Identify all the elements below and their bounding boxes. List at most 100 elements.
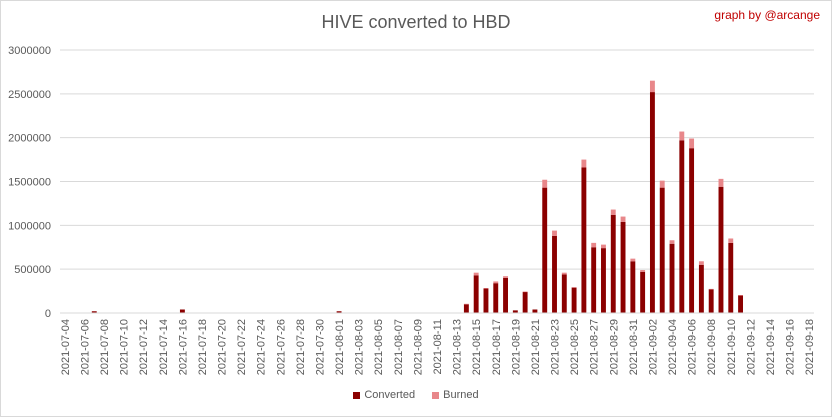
- x-tick-label: 2021-07-08: [99, 319, 111, 375]
- x-tick-label: 2021-09-10: [726, 319, 738, 375]
- x-tick-label: 2021-07-24: [256, 319, 268, 375]
- gridlines: [60, 49, 814, 270]
- chart-title: HIVE converted to HBD: [321, 12, 511, 32]
- x-tick-label: 2021-09-18: [804, 319, 816, 375]
- bar-converted-2021-08-15: [473, 275, 479, 313]
- x-tick-label: 2021-08-05: [373, 319, 385, 375]
- bar-converted-2021-08-22: [542, 187, 548, 313]
- bar-burned-2021-08-28: [601, 244, 606, 249]
- bar-burned-2021-09-05: [679, 131, 685, 141]
- bar-burned-2021-08-20: [522, 291, 528, 293]
- x-tick-label: 2021-07-14: [158, 319, 170, 375]
- x-tick-label: 2021-07-06: [79, 319, 91, 375]
- bar-converted-2021-09-01: [640, 271, 646, 313]
- bar-converted-2021-09-09: [718, 186, 724, 313]
- x-tick-label: 2021-08-19: [510, 319, 522, 375]
- bar-burned-2021-08-22: [542, 179, 548, 188]
- bar-converted-2021-08-31: [630, 261, 636, 313]
- bar-converted-2021-08-25: [571, 287, 577, 313]
- bar-converted-2021-08-20: [522, 291, 528, 313]
- bar-burned-2021-08-24: [561, 272, 567, 275]
- x-tick-label: 2021-08-21: [530, 319, 542, 375]
- bar-burned-2021-09-07: [698, 261, 704, 265]
- bar-converted-2021-08-27: [591, 247, 597, 313]
- bar-converted-2021-07-16: [179, 309, 185, 313]
- x-tick-label: 2021-09-06: [687, 319, 699, 375]
- bar-burned-2021-09-04: [669, 240, 675, 244]
- bar-converted-2021-09-06: [689, 148, 695, 313]
- bar-converted-2021-09-05: [679, 140, 685, 313]
- x-tick-label: 2021-07-10: [119, 319, 131, 375]
- chart-credit: graph by @arcange: [714, 8, 820, 22]
- bar-converted-2021-08-30: [620, 221, 626, 313]
- x-tick-label: 2021-07-28: [295, 319, 307, 375]
- legend: Converted Burned: [0, 389, 832, 401]
- y-tick-label: 3000000: [8, 45, 51, 57]
- x-tick-label: 2021-08-01: [334, 319, 346, 375]
- y-tick-label: 500000: [14, 264, 51, 276]
- x-tick-label: 2021-08-25: [569, 319, 581, 375]
- x-tick-label: 2021-08-29: [608, 319, 620, 375]
- bar-converted-2021-09-03: [659, 187, 665, 313]
- bar-burned-2021-08-16: [483, 288, 489, 289]
- bar-converted-2021-09-07: [698, 264, 704, 313]
- x-tick-label: 2021-07-04: [60, 319, 72, 375]
- legend-swatch-converted: [353, 391, 361, 399]
- bar-burned-2021-09-03: [659, 180, 665, 188]
- y-axis-tick-labels: 0 500000 1000000 1500000 2000000 2500000 30000…: [8, 45, 51, 320]
- x-tick-label: 2021-08-13: [452, 319, 464, 375]
- x-tick-label: 2021-08-11: [432, 319, 444, 374]
- x-tick-label: 2021-08-23: [550, 319, 562, 375]
- x-tick-label: 2021-08-15: [471, 319, 483, 375]
- bar-converted-2021-09-02: [649, 92, 655, 313]
- y-tick-label: 0: [45, 308, 51, 320]
- bars: [62, 80, 812, 314]
- bar-burned-2021-08-27: [591, 242, 597, 248]
- bar-converted-2021-08-01: [336, 311, 342, 313]
- x-tick-label: 2021-07-18: [197, 319, 209, 375]
- x-tick-label: 2021-09-04: [667, 319, 679, 375]
- bar-burned-2021-08-26: [581, 159, 587, 168]
- x-tick-label: 2021-07-30: [314, 319, 326, 375]
- x-tick-label: 2021-07-26: [275, 319, 287, 375]
- x-tick-label: 2021-09-02: [647, 319, 659, 375]
- bar-converted-2021-09-11: [738, 295, 744, 313]
- bar-burned-2021-08-25: [571, 287, 577, 288]
- x-tick-label: 2021-07-22: [236, 319, 248, 375]
- bar-converted-2021-08-17: [493, 283, 499, 313]
- bar-burned-2021-09-01: [640, 270, 646, 272]
- x-axis-tick-labels: 2021-07-04 2021-07-06 2021-07-08 2021-07-10…: [60, 319, 816, 375]
- x-tick-label: 2021-07-20: [217, 319, 229, 375]
- legend-item-converted: Converted: [353, 389, 415, 401]
- legend-item-burned: Burned: [432, 389, 479, 401]
- bar-converted-2021-09-08: [708, 289, 714, 313]
- bar-burned-2021-08-31: [630, 258, 636, 262]
- bar-converted-2021-08-23: [552, 235, 557, 313]
- x-tick-label: 2021-08-09: [412, 319, 424, 375]
- x-tick-label: 2021-08-03: [354, 319, 366, 375]
- bar-burned-2021-08-23: [552, 230, 557, 236]
- bar-converted-2021-08-19: [512, 310, 518, 313]
- bar-burned-2021-09-11: [738, 295, 744, 296]
- bar-burned-2021-09-02: [649, 80, 655, 93]
- x-tick-label: 2021-08-17: [491, 319, 503, 375]
- bar-burned-2021-09-08: [708, 288, 714, 290]
- x-tick-label: 2021-09-16: [785, 319, 797, 375]
- bar-burned-2021-08-29: [610, 209, 616, 215]
- bar-converted-2021-08-14: [463, 304, 469, 313]
- bar-converted-2021-08-28: [601, 248, 606, 313]
- x-tick-label: 2021-07-12: [138, 319, 150, 375]
- x-tick-label: 2021-09-12: [745, 319, 757, 375]
- bar-converted-2021-08-26: [581, 167, 587, 313]
- bar-converted-2021-08-29: [610, 214, 616, 313]
- x-tick-label: 2021-08-31: [628, 319, 640, 375]
- y-tick-label: 2000000: [8, 133, 51, 145]
- bar-converted-2021-08-24: [561, 274, 567, 313]
- bar-converted-2021-09-10: [728, 242, 734, 313]
- bar-converted-2021-09-04: [669, 243, 675, 313]
- x-tick-label: 2021-07-16: [177, 319, 189, 375]
- bar-converted-2021-07-07: [91, 311, 97, 313]
- bar-converted-2021-08-18: [503, 277, 508, 313]
- bar-converted-2021-08-21: [532, 309, 538, 313]
